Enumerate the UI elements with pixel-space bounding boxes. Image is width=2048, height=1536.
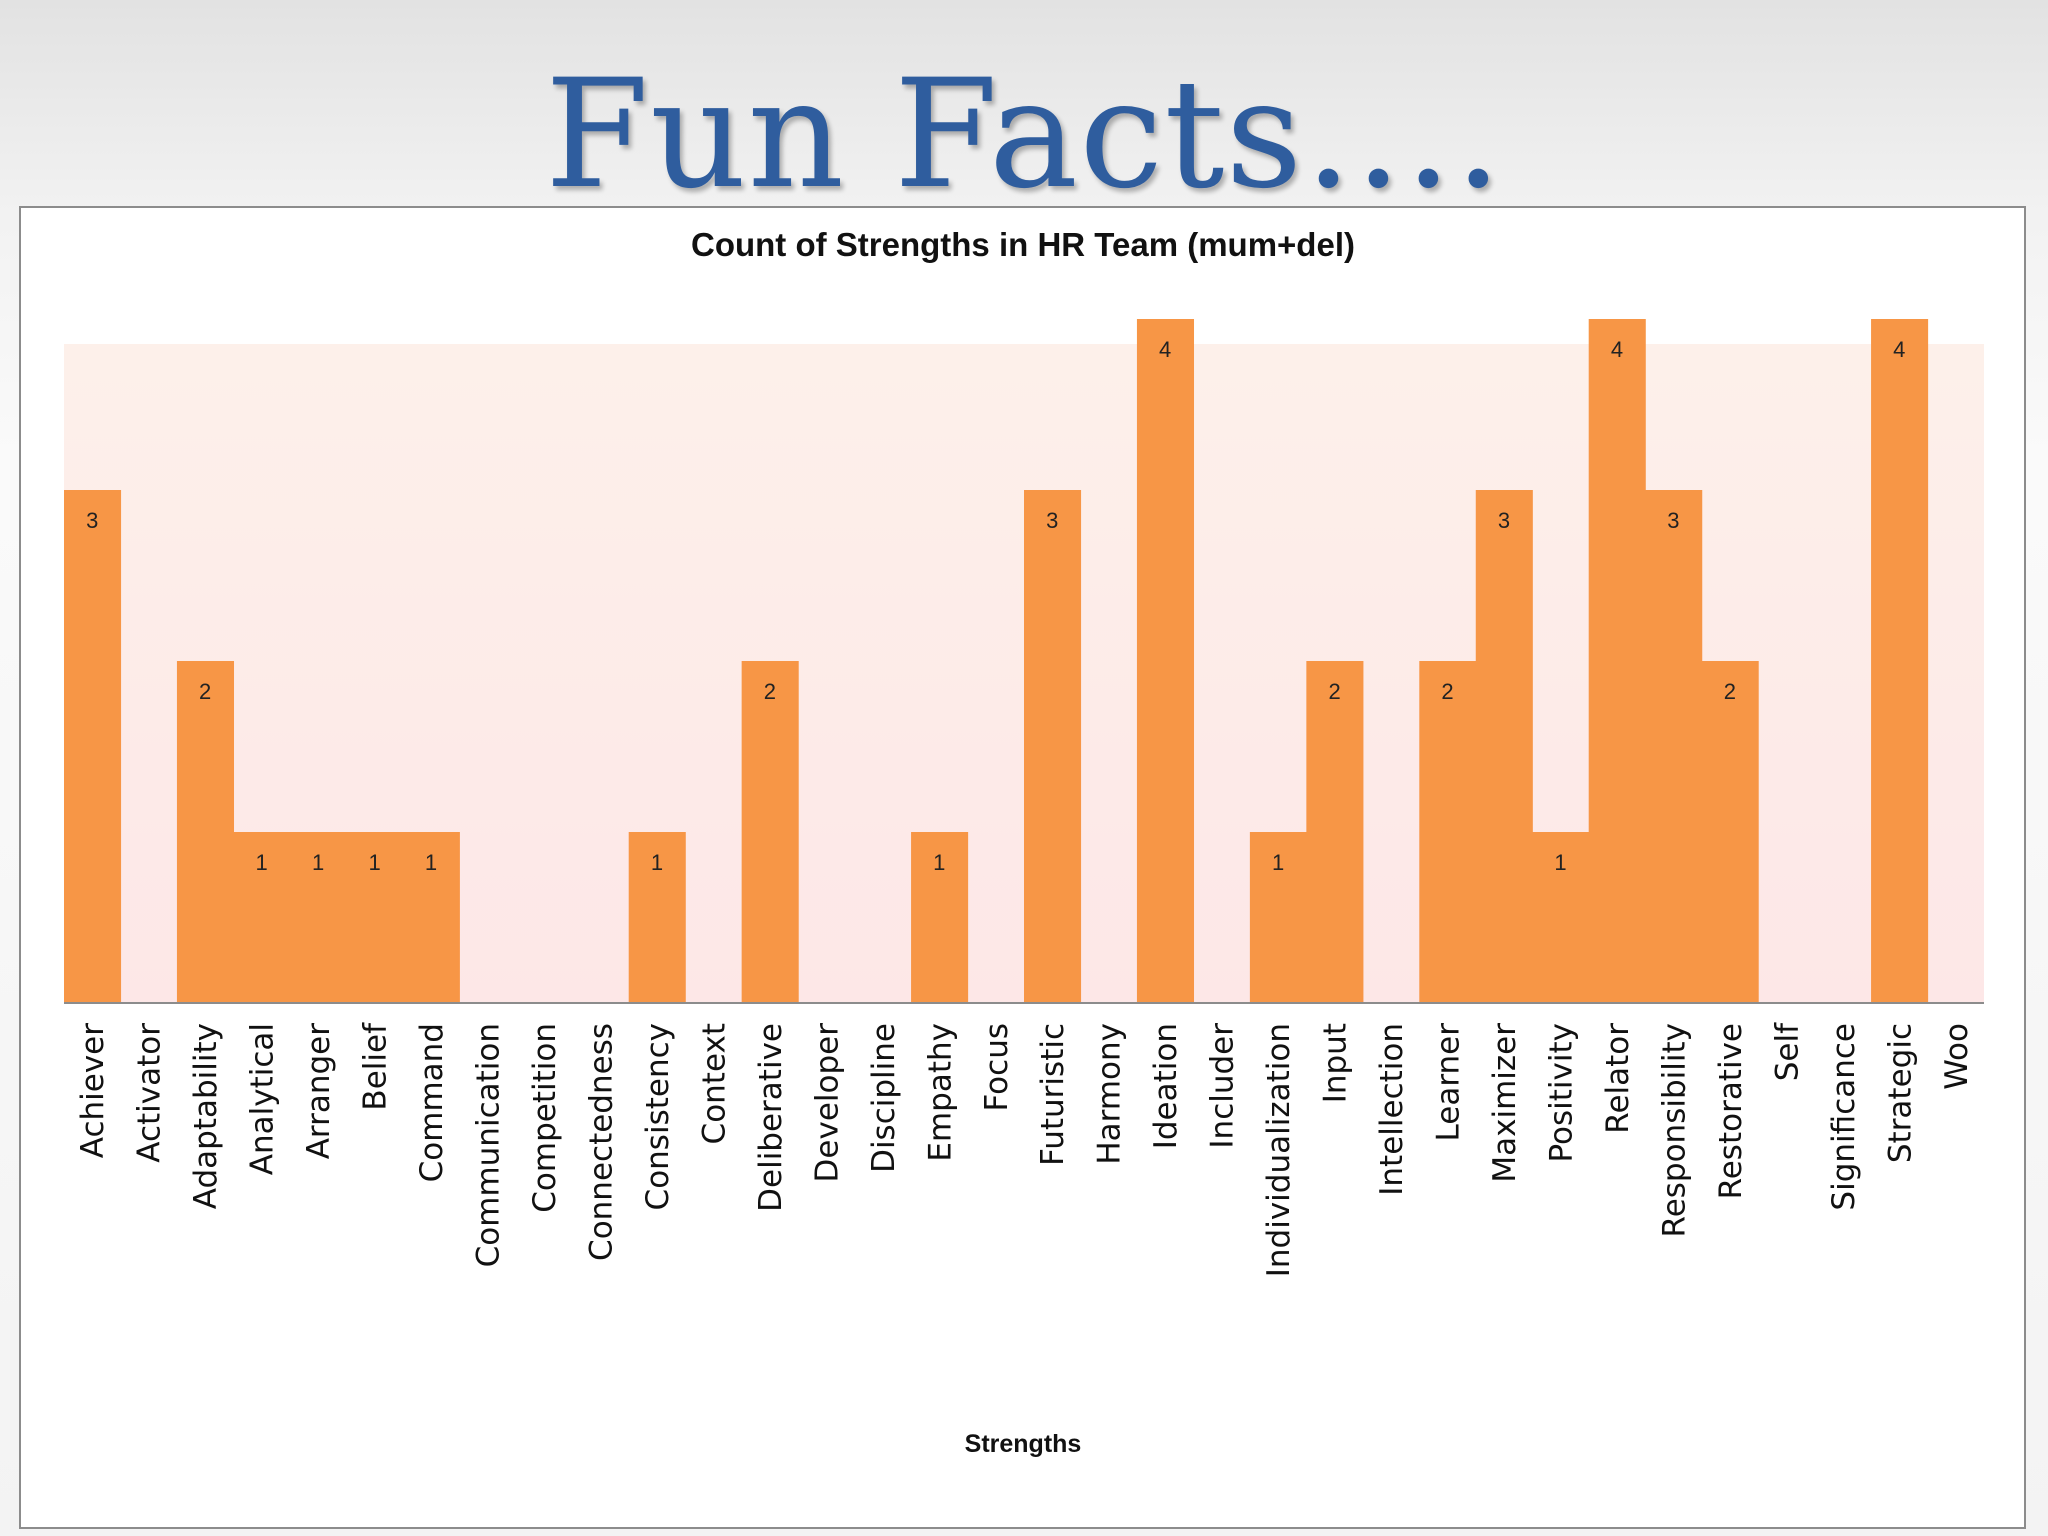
bar-restorative bbox=[1701, 661, 1759, 1003]
bar-input bbox=[1306, 661, 1364, 1003]
data-label-consistency: 1 bbox=[651, 850, 663, 875]
x-tick-harmony: Harmony bbox=[1092, 1023, 1128, 1165]
data-label-strategic: 4 bbox=[1893, 337, 1905, 362]
x-tick-context: Context bbox=[696, 1023, 732, 1144]
bar-ideation bbox=[1136, 319, 1195, 1003]
bar-deliberative bbox=[741, 661, 799, 1003]
bar-arranger bbox=[289, 832, 347, 1003]
x-tick-consistency: Consistency bbox=[640, 1023, 676, 1210]
data-label-restorative: 2 bbox=[1724, 679, 1736, 704]
data-label-input: 2 bbox=[1328, 679, 1340, 704]
bar-learner bbox=[1419, 661, 1477, 1003]
bar-achiever bbox=[64, 490, 122, 1003]
data-label-learner: 2 bbox=[1441, 679, 1453, 704]
bar-adaptability bbox=[176, 661, 235, 1003]
x-tick-includer: Includer bbox=[1205, 1023, 1241, 1149]
x-tick-belief: Belief bbox=[358, 1022, 394, 1111]
x-tick-focus: Focus bbox=[979, 1023, 1015, 1112]
data-label-empathy: 1 bbox=[933, 850, 945, 875]
bar-maximizer bbox=[1475, 490, 1533, 1003]
data-label-belief: 1 bbox=[368, 850, 380, 875]
data-label-adaptability: 2 bbox=[199, 679, 211, 704]
x-tick-maximizer: Maximizer bbox=[1487, 1023, 1523, 1183]
x-tick-strategic: Strategic bbox=[1882, 1023, 1918, 1163]
x-tick-achiever: Achiever bbox=[75, 1023, 111, 1158]
x-tick-self: Self bbox=[1769, 1022, 1805, 1081]
bar-relator bbox=[1588, 319, 1646, 1003]
bar-responsibility bbox=[1645, 490, 1703, 1003]
data-label-command: 1 bbox=[425, 850, 437, 875]
x-tick-input: Input bbox=[1318, 1023, 1354, 1103]
x-tick-labels: Achiever Activator Adaptability Analytical A… bbox=[75, 1022, 1975, 1277]
data-label-ideation: 4 bbox=[1159, 337, 1171, 362]
data-label-relator: 4 bbox=[1611, 337, 1623, 362]
data-label-deliberative: 2 bbox=[764, 679, 776, 704]
x-tick-learner: Learner bbox=[1431, 1023, 1467, 1142]
x-tick-empathy: Empathy bbox=[922, 1023, 958, 1162]
x-tick-analytical: Analytical bbox=[245, 1023, 281, 1175]
x-tick-activator: Activator bbox=[132, 1023, 168, 1163]
x-tick-communication: Communication bbox=[471, 1023, 507, 1267]
bar-futuristic bbox=[1024, 490, 1082, 1003]
slide-title: Fun Facts…. bbox=[544, 48, 1504, 222]
x-tick-discipline: Discipline bbox=[866, 1023, 902, 1173]
bar-belief bbox=[346, 832, 404, 1003]
data-label-analytical: 1 bbox=[256, 850, 268, 875]
x-tick-significance: Significance bbox=[1826, 1023, 1862, 1211]
bar-positivity bbox=[1532, 832, 1590, 1003]
x-tick-responsibility: Responsibility bbox=[1656, 1023, 1692, 1237]
x-tick-command: Command bbox=[414, 1023, 450, 1182]
data-label-achiever: 3 bbox=[86, 508, 98, 533]
x-tick-intellection: Intellection bbox=[1374, 1023, 1410, 1196]
data-label-arranger: 1 bbox=[312, 850, 324, 875]
data-label-maximizer: 3 bbox=[1498, 508, 1510, 533]
x-tick-positivity: Positivity bbox=[1543, 1023, 1579, 1163]
x-tick-restorative: Restorative bbox=[1713, 1023, 1749, 1199]
data-label-futuristic: 3 bbox=[1046, 508, 1058, 533]
data-label-positivity: 1 bbox=[1554, 850, 1566, 875]
bar-consistency bbox=[628, 832, 686, 1003]
x-axis-title: Strengths bbox=[965, 1430, 1082, 1458]
bar-analytical bbox=[233, 832, 291, 1003]
bar-command bbox=[402, 832, 460, 1003]
data-label-responsibility: 3 bbox=[1667, 508, 1679, 533]
x-tick-adaptability: Adaptability bbox=[188, 1023, 224, 1209]
x-tick-individualization: Individualization bbox=[1261, 1023, 1297, 1277]
x-tick-relator: Relator bbox=[1600, 1023, 1636, 1134]
x-tick-arranger: Arranger bbox=[301, 1023, 337, 1160]
chart-title: Count of Strengths in HR Team (mum+del) bbox=[691, 226, 1355, 263]
x-tick-connectedness: Connectedness bbox=[583, 1023, 619, 1261]
x-tick-ideation: Ideation bbox=[1148, 1023, 1184, 1149]
x-tick-deliberative: Deliberative bbox=[753, 1023, 789, 1212]
data-label-individualization: 1 bbox=[1272, 850, 1284, 875]
x-tick-competition: Competition bbox=[527, 1023, 563, 1213]
bar-chart: Count of Strengths in HR Team (mum+del) … bbox=[64, 226, 1984, 1458]
chart-frame: Count of Strengths in HR Team (mum+del) … bbox=[19, 206, 2026, 1529]
bars-group: 3 2 1 1 1 1 1 2 1 3 4 1 2 2 3 1 4 3 2 4 bbox=[64, 319, 1929, 1003]
bar-strategic bbox=[1871, 319, 1929, 1003]
x-tick-woo: Woo bbox=[1939, 1023, 1975, 1090]
x-tick-developer: Developer bbox=[809, 1023, 845, 1183]
bar-empathy bbox=[911, 832, 969, 1003]
bar-individualization bbox=[1249, 832, 1307, 1003]
x-tick-futuristic: Futuristic bbox=[1035, 1023, 1071, 1166]
